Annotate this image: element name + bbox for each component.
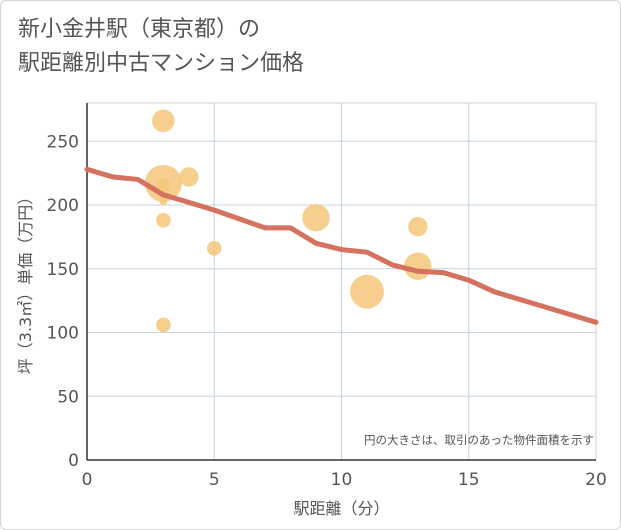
bubble-point-5 xyxy=(179,167,199,187)
y-tick-label-5: 250 xyxy=(47,132,79,152)
bubble-point-2 xyxy=(302,204,330,232)
x-axis-title: 駅距離（分） xyxy=(293,499,389,518)
y-tick-label-0: 0 xyxy=(68,451,79,471)
x-tick-label-2: 10 xyxy=(331,470,353,490)
bubble-point-9 xyxy=(156,317,171,333)
bubble-point-6 xyxy=(408,216,428,237)
tick-labels: 0 50 100 150 200 250 0 5 10 15 20 xyxy=(47,132,607,490)
trend-line xyxy=(84,166,599,325)
bubble-point-3 xyxy=(404,252,432,280)
bubble-point-1 xyxy=(350,274,384,309)
bubble-point-8 xyxy=(156,213,171,228)
y-tick-label-2: 100 xyxy=(47,324,79,344)
trend-series xyxy=(84,166,599,325)
y-tick-label-1: 50 xyxy=(57,387,79,407)
bubble-point-4 xyxy=(152,109,175,133)
bubble-point-11 xyxy=(159,197,168,206)
y-tick-label-3: 150 xyxy=(47,260,79,280)
chart-title-line2: 駅距離別中古マンション価格 xyxy=(18,51,305,76)
bubble-point-7 xyxy=(156,178,171,194)
size-legend-note: 円の大きさは、取引のあった物件面積を示す xyxy=(364,433,594,447)
bubble-point-10 xyxy=(206,241,222,256)
y-tick-label-4: 200 xyxy=(47,196,79,216)
chart-title: 新小金井駅（東京都）の 駅距離別中古マンション価格 xyxy=(18,13,304,81)
bubble-series xyxy=(144,109,432,333)
x-tick-label-3: 15 xyxy=(458,470,480,490)
y-axis-title: 坪（3.3㎡）単価（万円） xyxy=(16,189,35,374)
grid-lines xyxy=(86,102,597,461)
chart-title-line1: 新小金井駅（東京都）の xyxy=(18,17,261,42)
x-tick-label-0: 0 xyxy=(82,470,93,490)
x-tick-label-1: 5 xyxy=(209,470,220,490)
x-tick-label-4: 20 xyxy=(585,470,607,490)
